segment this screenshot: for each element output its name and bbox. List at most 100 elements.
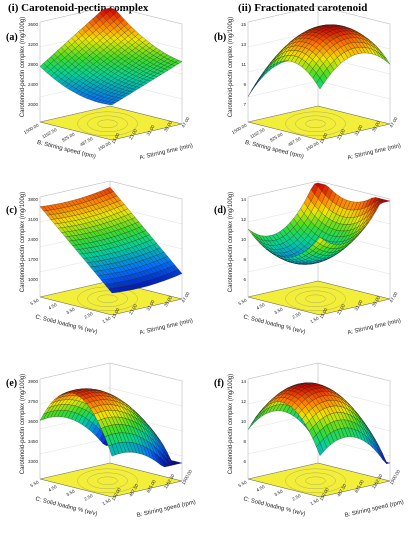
response-surface — [39, 7, 183, 106]
z-tick-label: 2400 — [28, 82, 39, 87]
panel-label-f: (f) — [214, 378, 224, 389]
z-axis-title: Carotenoid-pectin complex (mg/100g) — [20, 374, 26, 474]
y-tick-label: 825.00 — [269, 131, 284, 142]
y-tick-label: 1500.00 — [231, 122, 248, 135]
x-axis-title: A: Stirring time (min) — [139, 143, 194, 161]
y-tick-label: 5.50 — [237, 479, 248, 488]
z-axis: 6 8 10 12 14 Carotenoid-pectin complex (mg/10… — [228, 192, 246, 292]
z-tick-label: 6 — [243, 277, 246, 282]
response-surface — [39, 388, 183, 468]
surface-plot-f: 6 8 10 12 14 Carotenoid-pectin complex (mg/10… — [228, 362, 404, 519]
z-tick-label: 3750 — [28, 399, 39, 404]
x-axis-title: B: Stirring speed (rpm) — [136, 500, 196, 519]
floor-contour — [305, 119, 326, 129]
x-tick-label: 487.50 — [128, 483, 139, 498]
surface-cell — [247, 228, 256, 237]
y-tick-label: 3.50 — [273, 306, 284, 315]
z-tick-label: 14 — [241, 379, 247, 384]
floor-contour — [97, 119, 118, 129]
x-tick-label: 47.00 — [389, 116, 399, 129]
x-axis-title: A: Stirring time (min) — [347, 143, 402, 161]
surface-cell — [379, 451, 387, 464]
floor-plane — [39, 462, 183, 498]
floor-contour — [285, 286, 346, 312]
z-tick-label: 12 — [241, 217, 247, 222]
surface-group: 6 8 10 12 14 Carotenoid-pectin complex (mg/10… — [228, 180, 402, 336]
chart-panel-e: (e) 3300 3450 3600 3750 3900 Carotenoid-pecti… — [0, 362, 207, 537]
chart-panel-b: (b) 7 9 11 13 15 Carotenoid-pectin complex (m… — [208, 5, 415, 180]
z-axis-title: Carotenoid-pectin complex (mg/100g) — [20, 192, 26, 292]
response-surface — [247, 24, 391, 97]
x-tick-label: 150.00 — [111, 487, 122, 502]
x-tick-label: 31.00 — [146, 299, 156, 312]
surface-plot-b: 7 9 11 13 15 Carotenoid-pectin complex (mg/10… — [228, 5, 402, 161]
x-tick-label: 23.00 — [128, 303, 138, 316]
floor-contour — [87, 115, 128, 133]
surface-cell — [382, 55, 391, 65]
x-tick-label: 47.00 — [181, 291, 191, 304]
y-tick-label: 5.50 — [29, 479, 40, 488]
y-tick-label: 5.50 — [29, 297, 40, 306]
floor-plane — [247, 280, 391, 316]
z-tick-label: 2000 — [28, 102, 39, 107]
y-tick-label: 3.50 — [273, 488, 284, 497]
panel-label-e: (e) — [6, 378, 18, 389]
chart-panel-c: (c) 1000 1700 2400 3100 3800 Carotenoid-pecti… — [0, 180, 207, 355]
floor-contour — [87, 472, 128, 490]
y-tick-label: 1.50 — [101, 315, 112, 324]
surface-cell — [316, 77, 324, 90]
x-tick-label: 825.00 — [354, 479, 365, 494]
x-tick-label: 47.00 — [389, 291, 399, 304]
y-tick-label: 4.50 — [47, 484, 58, 493]
z-axis-title: Carotenoid-pectin complex (mg/100g) — [228, 192, 234, 292]
x-tick-label: 1500.00 — [389, 468, 402, 485]
y-tick-label: 1162.50 — [41, 127, 58, 140]
z-tick-label: 3100 — [28, 217, 39, 222]
y-tick-label: 1.50 — [309, 315, 320, 324]
y-tick-label: 2.50 — [83, 311, 94, 320]
column-title-left: (i) Carotenoid-pectin complex — [8, 2, 149, 14]
surface-group: 6 8 10 12 14 Carotenoid-pectin complex (mg/10… — [228, 362, 404, 519]
z-tick-label: 8 — [243, 439, 246, 444]
panel-label-b: (b) — [214, 32, 227, 43]
response-surface — [39, 187, 183, 294]
y-tick-label: 150.00 — [305, 140, 320, 151]
z-tick-label: 2400 — [28, 237, 39, 242]
x-tick-label: 39.00 — [371, 295, 381, 308]
floor-contour — [305, 476, 326, 486]
panel-label-a: (a) — [6, 32, 18, 43]
x-tick-label: 15.00 — [319, 307, 329, 320]
floor-contour — [285, 468, 346, 494]
y-tick-label: 1.50 — [101, 497, 112, 506]
x-tick-label: 15.00 — [111, 132, 121, 145]
z-axis-title: Carotenoid-pectin complex (mg/100g) — [228, 17, 234, 117]
y-tick-label: 487.50 — [79, 136, 94, 147]
x-tick-label: 1500.00 — [181, 468, 194, 485]
y-tick-label: 3.50 — [65, 306, 76, 315]
floor-plane — [247, 462, 391, 498]
x-tick-label: 23.00 — [128, 128, 138, 141]
y-tick-label: 2.50 — [291, 493, 302, 502]
response-surface — [247, 382, 391, 464]
chart-panel-f: (f) 6 8 10 12 14 Carotenoid-pectin complex (m… — [208, 362, 415, 537]
z-tick-label: 7 — [243, 102, 246, 107]
surface-cell — [108, 444, 116, 457]
surface-cell — [316, 442, 324, 456]
z-tick-label: 3450 — [28, 439, 39, 444]
z-tick-label: 1000 — [28, 277, 39, 282]
z-tick-label: 14 — [241, 197, 247, 202]
z-tick-label: 3800 — [28, 197, 39, 202]
surface-cell — [251, 415, 259, 426]
floor-contour — [305, 294, 326, 304]
x-tick-label: 31.00 — [354, 124, 364, 137]
z-tick-label: 15 — [241, 22, 247, 27]
panel-label-c: (c) — [6, 205, 18, 216]
floor-contour — [97, 476, 118, 486]
y-tick-label: 2.50 — [291, 311, 302, 320]
